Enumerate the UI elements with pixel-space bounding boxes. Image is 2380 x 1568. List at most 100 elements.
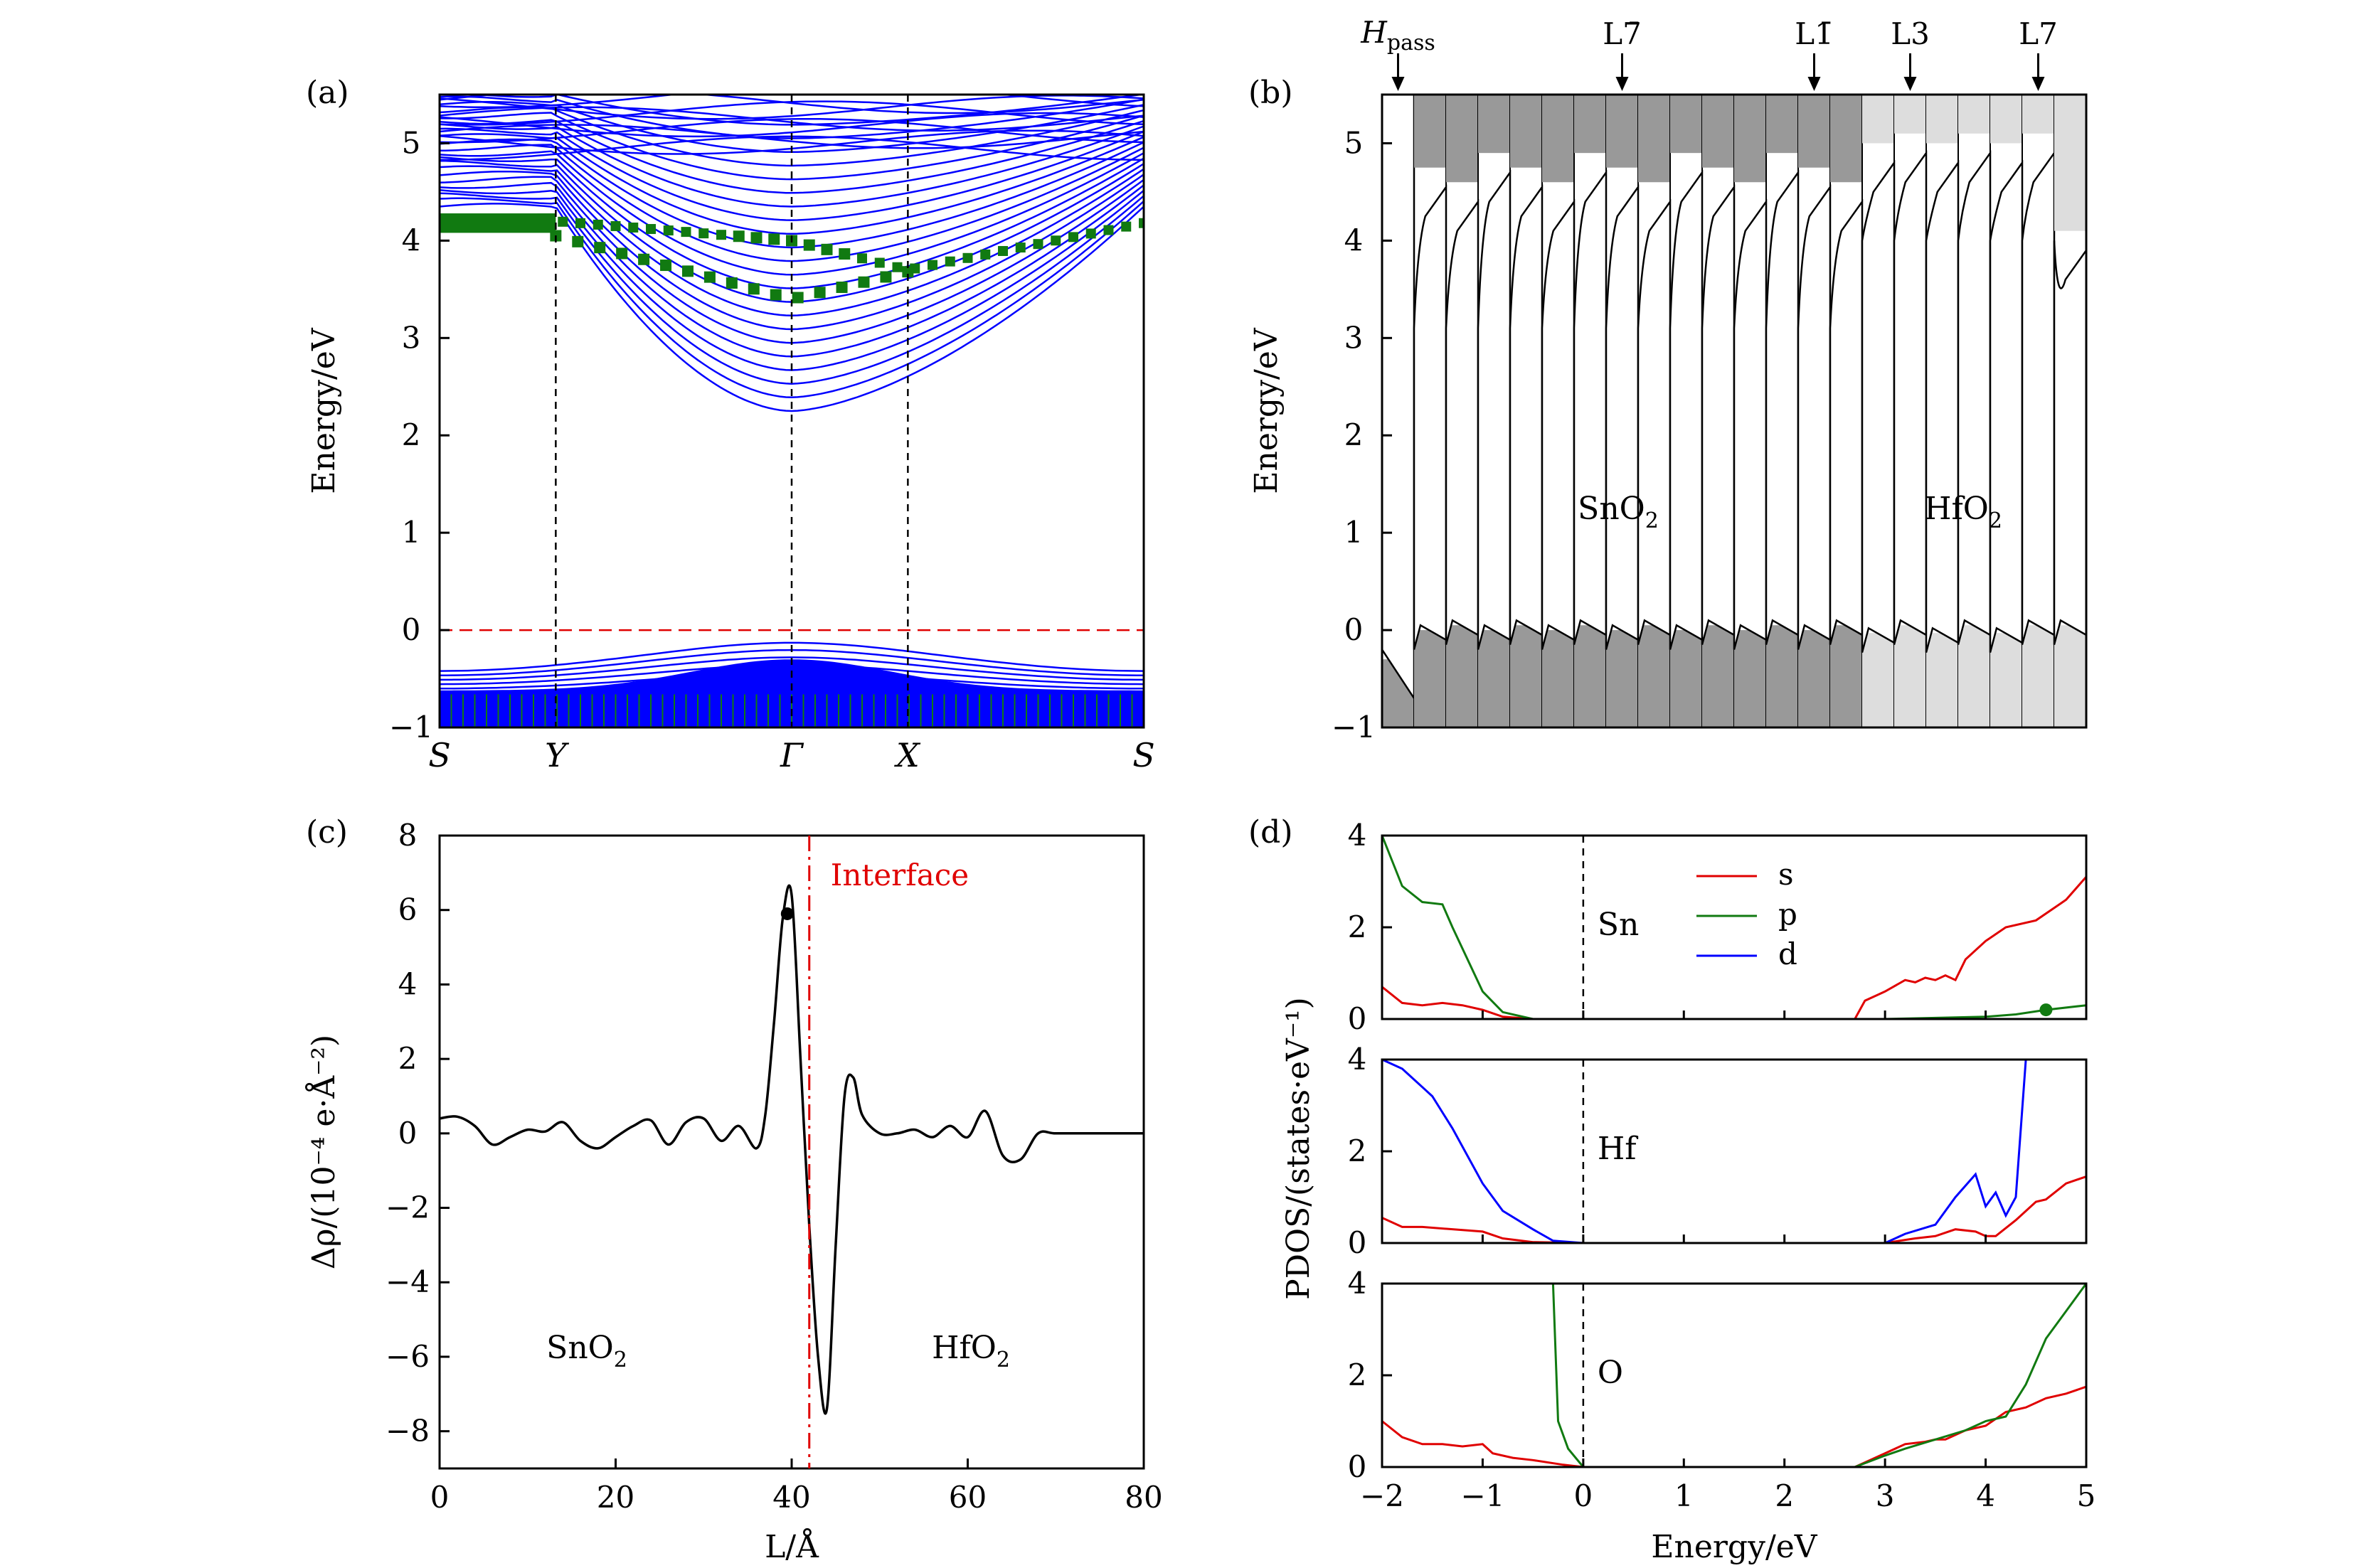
k-point-label: X xyxy=(894,736,921,774)
panel-c-ylabel: Δρ/(10⁻⁴ e·Å⁻²) xyxy=(304,1035,342,1269)
projection-marker xyxy=(768,233,780,245)
layer-arrowhead xyxy=(1391,77,1405,91)
y-tick-label: 2 xyxy=(1348,910,1367,944)
region-label-sno2-c: SnO2 xyxy=(546,1330,627,1372)
projection-marker xyxy=(681,265,694,277)
column-gap-region xyxy=(1829,198,1864,645)
k-point-label: S xyxy=(428,736,451,774)
column-vb-fill xyxy=(1446,625,1478,727)
subpanel-frame xyxy=(1381,1282,2088,1468)
data-marker xyxy=(2039,1003,2053,1017)
projection-marker xyxy=(792,292,804,304)
projection-marker xyxy=(628,222,639,233)
panel-a-axes: −1 0 1 2 3 4 5 S Y Γ X S xyxy=(389,125,1155,774)
column-vb-fill xyxy=(1830,625,1862,727)
column-cb-fill xyxy=(1510,95,1542,168)
column-cb-fill xyxy=(1894,95,1926,134)
column-gap-region xyxy=(1765,169,1800,645)
layer-label: L3 xyxy=(1891,16,1930,51)
projection-marker xyxy=(698,228,709,239)
valence-band-line xyxy=(440,641,1144,672)
legend-label-p: p xyxy=(1778,897,1797,932)
projection-marker xyxy=(716,230,726,240)
column-vb-fill xyxy=(1670,630,1702,727)
pdos-s-line xyxy=(1382,1385,2086,1467)
interface-annotation: Interface xyxy=(831,858,969,892)
column-vb-fill xyxy=(1798,630,1830,727)
conduction-band-line xyxy=(440,95,1144,114)
conduction-band-line xyxy=(440,124,1144,149)
column-cb-fill xyxy=(1798,95,1830,168)
column-vb-fill xyxy=(1542,630,1574,727)
y-tick-label: 5 xyxy=(402,125,421,160)
pdos-subpanel-sn xyxy=(1382,836,2086,1019)
layer-label: L7̄ xyxy=(1603,16,1642,51)
element-label: Sn xyxy=(1598,907,1639,943)
y-tick-label: 5 xyxy=(1344,125,1364,160)
panel-a-frame xyxy=(438,93,1145,729)
column-cb-fill xyxy=(1414,95,1446,168)
column-gap-region xyxy=(1573,169,1608,645)
projection-marker xyxy=(1015,242,1026,253)
legend-label-s: s xyxy=(1778,857,1794,892)
subpanel-frame xyxy=(1381,834,2088,1020)
layer-label: L1̄ xyxy=(1795,16,1834,51)
projection-marker xyxy=(857,253,867,264)
conduction-band-line xyxy=(440,127,1144,221)
column-vb-fill xyxy=(1862,633,1894,727)
layer-label: Hpass xyxy=(1360,15,1435,55)
column-vb-fill xyxy=(1926,633,1958,727)
column-cb-fill xyxy=(1862,95,1894,144)
y-tick-label: 4 xyxy=(1348,1042,1367,1077)
conduction-band-line xyxy=(440,117,1144,144)
column-cb-fill xyxy=(1446,95,1478,183)
region-label-hfo2: HfO2 xyxy=(1924,491,2002,533)
column-vb-fill xyxy=(1574,625,1606,727)
projection-marker xyxy=(928,260,937,270)
projection-dense-band xyxy=(440,213,556,233)
y-tick-label: 4 xyxy=(402,223,421,257)
projection-marker xyxy=(1121,221,1132,232)
projection-marker xyxy=(880,271,892,283)
pdos-subpanel-hf xyxy=(1382,1060,2086,1243)
y-tick-label: 4 xyxy=(398,966,418,1001)
projection-marker xyxy=(703,271,716,283)
y-tick-label: 0 xyxy=(1344,612,1364,647)
projection-marker xyxy=(748,283,760,295)
projection-marker xyxy=(558,216,568,227)
projection-marker xyxy=(902,266,914,278)
column-gap-region xyxy=(2053,240,2088,645)
y-tick-label: 0 xyxy=(398,1116,418,1151)
y-tick-label: 3 xyxy=(402,320,421,355)
projection-marker xyxy=(663,225,674,236)
y-tick-label: 0 xyxy=(1348,1225,1367,1260)
panel-label-b: (b) xyxy=(1248,75,1293,111)
layer-label: L7 xyxy=(2019,16,2058,51)
y-tick-label: 1 xyxy=(1344,515,1364,550)
panel-d-xlabel: Energy/eV xyxy=(1651,1529,1817,1565)
x-tick-label: 2 xyxy=(1775,1478,1794,1513)
y-tick-label: 4 xyxy=(1348,1266,1367,1301)
y-tick-label: −6 xyxy=(386,1339,430,1374)
projection-marker xyxy=(660,260,672,272)
column-gap-region xyxy=(1509,184,1544,645)
panel-a-annotations xyxy=(440,95,1144,727)
conduction-band-line xyxy=(440,203,1144,412)
x-tick-label: 5 xyxy=(2077,1478,2096,1513)
k-point-label: Y xyxy=(545,736,570,774)
column-gap-region xyxy=(1477,169,1512,650)
y-tick-label: −1 xyxy=(389,710,433,745)
column-vb-fill xyxy=(2054,625,2086,727)
x-tick-label: 40 xyxy=(772,1480,810,1515)
column-vb-fill xyxy=(1414,630,1446,727)
layer-arrowhead xyxy=(1615,77,1629,91)
column-vb-fill xyxy=(1702,625,1734,727)
column-gap-region xyxy=(1925,159,1960,653)
projection-marker xyxy=(616,247,628,260)
projection-marker xyxy=(610,220,621,231)
y-tick-label: 1 xyxy=(402,515,421,550)
column-cb-fill xyxy=(2022,95,2054,134)
projection-marker xyxy=(821,243,833,255)
projection-marker xyxy=(874,257,885,268)
